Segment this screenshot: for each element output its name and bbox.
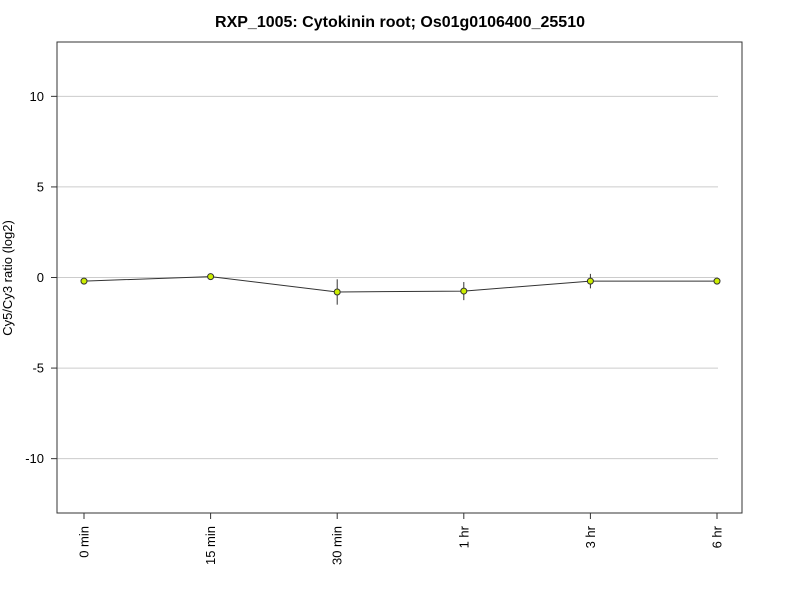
y-tick-label: 10 [30,89,44,104]
data-point [207,273,215,281]
x-tick-label: 1 hr [456,525,471,548]
x-tick-label: 6 hr [710,525,725,548]
gridlines [57,95,718,460]
data-point [80,277,88,285]
data-point [713,277,721,285]
y-tick-label: -10 [25,451,44,466]
y-tick-label: 0 [37,270,44,285]
y-tick-label: -5 [32,361,44,376]
x-tick-label: 3 hr [583,525,598,548]
x-tick-label: 0 min [77,526,92,558]
data-point [460,287,468,295]
y-axis-label: Cy5/Cy3 ratio (log2) [0,220,15,336]
series-layer [80,273,721,305]
series-line [83,276,717,293]
data-point [333,288,341,296]
x-axis-ticks: 0 min 15 min 30 min 1 hr 3 hr 6 hr [77,513,725,565]
data-point [586,277,594,285]
chart-title: RXP_1005: Cytokinin root; Os01g0106400_2… [215,14,585,31]
y-tick-label: 5 [37,179,44,194]
x-tick-label: 15 min [203,526,218,565]
x-tick-label: 30 min [330,526,345,565]
y-axis-ticks: -10 -5 0 5 10 [25,89,57,466]
